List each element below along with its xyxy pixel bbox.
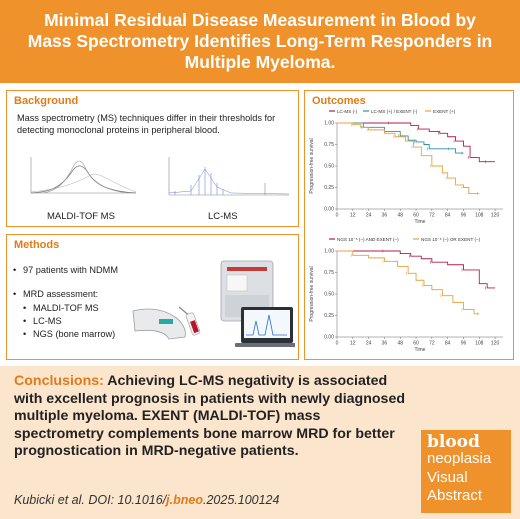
citation-prefix: Kubicki et al. DOI: 10.1016/ [14,493,167,507]
y-tick-label: 0.50 [324,292,334,298]
x-tick-label: 24 [366,341,372,347]
background-text: Mass spectrometry (MS) techniques differ… [17,113,276,135]
maldi-caption: MALDI-TOF MS [47,211,115,222]
methods-bullet-mrd: MRD assessment: [13,289,118,299]
x-tick-label: 24 [366,213,372,219]
x-tick-label: 96 [461,213,467,219]
x-tick-label: 48 [397,213,403,219]
x-tick-label: 36 [382,213,388,219]
lcms-spectrum-plot [168,157,290,196]
x-tick-label: 36 [382,341,388,347]
y-tick-label: 0.75 [324,270,334,276]
x-tick-label: 84 [445,213,451,219]
logo-line-blood: blood [427,432,480,452]
maldi-spectrum-plot [30,157,137,194]
methods-sub-ngs: NGS (bone marrow) [23,329,118,339]
x-axis-label: Time [415,219,426,225]
x-tick-label: 108 [475,341,484,347]
x-axis-label: Time [415,347,426,353]
y-axis-label: Progression-free survival [309,138,315,193]
y-tick-label: 0.25 [324,313,334,319]
conclusions-lead: Conclusions: [14,373,104,389]
methods-sub-maldi: MALDI-TOF MS [23,303,118,313]
x-tick-label: 72 [429,341,435,347]
legend-label: LC-MS (-) [337,109,358,114]
y-tick-label: 0.25 [324,185,334,191]
logo-line-abstract: Abstract [427,487,483,504]
km-curve-series-2 [337,122,464,154]
x-tick-label: 120 [491,213,500,219]
y-axis-label: Progression-free survival [309,266,315,321]
x-tick-label: 0 [336,341,339,347]
outcomes-panel: Outcomes LC-MS (-) LC-MS (+) / EXENT (-) E… [304,90,514,360]
y-tick-label: 1.00 [324,121,334,127]
page-title: Minimal Residual Disease Measurement in … [27,10,493,72]
logo-line-visual: Visual [427,469,468,486]
methods-panel: Methods 97 patients with NDMM MRD assess… [6,234,299,360]
methods-list: 97 patients with NDMM MRD assessment: MA… [13,255,118,339]
km-curve-series-3 [337,122,480,194]
x-tick-label: 108 [475,213,484,219]
conclusions-text: Conclusions: Achieving LC-MS negativity … [14,373,406,461]
background-heading: Background [14,95,79,107]
lcms-caption: LC-MS [208,211,238,222]
y-tick-label: 0.75 [324,142,334,148]
citation-journal: j.bneo [166,493,203,507]
km-chart-2: NGS 10⁻⁶ (–) AND EXENT (–) NGS 10⁻⁶ (–) O… [309,237,503,353]
legend-label: EXENT (+) [433,109,456,114]
x-tick-label: 60 [413,341,419,347]
km-chart-1: LC-MS (-) LC-MS (+) / EXENT (-) EXENT (+) 0… [309,109,503,225]
y-tick-label: 0.00 [324,207,334,213]
km-curve-series-2 [337,250,480,315]
y-tick-label: 0.00 [324,335,334,341]
conclusions-body: Achieving LC-MS negativity is associated… [14,373,406,459]
x-tick-label: 60 [413,213,419,219]
x-tick-label: 0 [336,213,339,219]
title-banner: Minimal Residual Disease Measurement in … [0,0,520,83]
blood-neoplasia-logo: blood neoplasia Visual Abstract [421,430,511,513]
y-tick-label: 0.50 [324,164,334,170]
background-panel: Background Mass spectrometry (MS) techni… [6,90,299,227]
methods-bullet-patients: 97 patients with NDMM [13,265,118,275]
km-curve-series-1 [337,122,496,163]
legend-label: NGS 10⁻⁶ (–) AND EXENT (–) [337,237,399,242]
x-tick-label: 12 [350,341,356,347]
citation-suffix: .2025.100124 [202,493,280,507]
legend-label: NGS 10⁻⁶ (–) OR EXENT (–) [421,237,481,242]
x-tick-label: 72 [429,213,435,219]
legend-label: LC-MS (+) / EXENT (-) [371,109,418,114]
outcomes-heading: Outcomes [312,95,366,107]
methods-sub-lcms: LC-MS [23,316,118,326]
x-tick-label: 120 [491,341,500,347]
methods-heading: Methods [14,239,60,251]
lab-illustration [132,260,295,347]
km-curve-series-1 [337,250,496,289]
x-tick-label: 96 [461,341,467,347]
citation: Kubicki et al. DOI: 10.1016/j.bneo.2025.… [14,493,279,507]
x-tick-label: 48 [397,341,403,347]
logo-line-neoplasia: neoplasia [427,450,492,467]
x-tick-label: 84 [445,341,451,347]
y-tick-label: 1.00 [324,249,334,255]
x-tick-label: 12 [350,213,356,219]
